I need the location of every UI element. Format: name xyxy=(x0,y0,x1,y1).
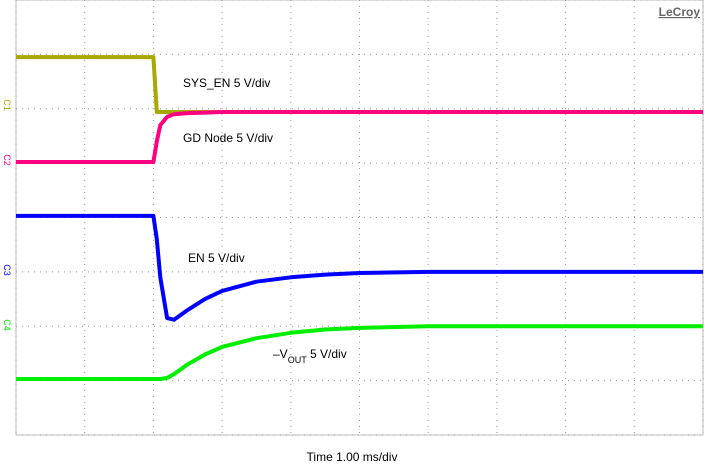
label-part: 5 V/div xyxy=(307,347,347,361)
trace-label: SYS_EN 5 V/div xyxy=(183,76,270,90)
trace xyxy=(16,110,703,164)
channel-marker: C1 xyxy=(2,99,12,111)
trace-label: GD Node 5 V/div xyxy=(183,131,273,145)
x-axis-label: Time 1.00 ms/div xyxy=(307,450,398,464)
trace-label: EN 5 V/div xyxy=(188,251,245,265)
channel-marker: C3 xyxy=(2,264,12,276)
label-part: EN 5 V/div xyxy=(188,251,245,265)
channel-marker: C4 xyxy=(2,319,12,331)
label-part: GD Node 5 V/div xyxy=(183,131,273,145)
trace xyxy=(16,213,703,322)
trace xyxy=(16,324,703,381)
channel-marker: C2 xyxy=(2,154,12,166)
trace-label: –VOUT 5 V/div xyxy=(273,347,347,365)
label-part: –V xyxy=(273,347,288,361)
label-part: OUT xyxy=(288,355,308,365)
label-part: SYS_EN 5 V/div xyxy=(183,76,270,90)
brand: LeCroy xyxy=(659,5,701,19)
